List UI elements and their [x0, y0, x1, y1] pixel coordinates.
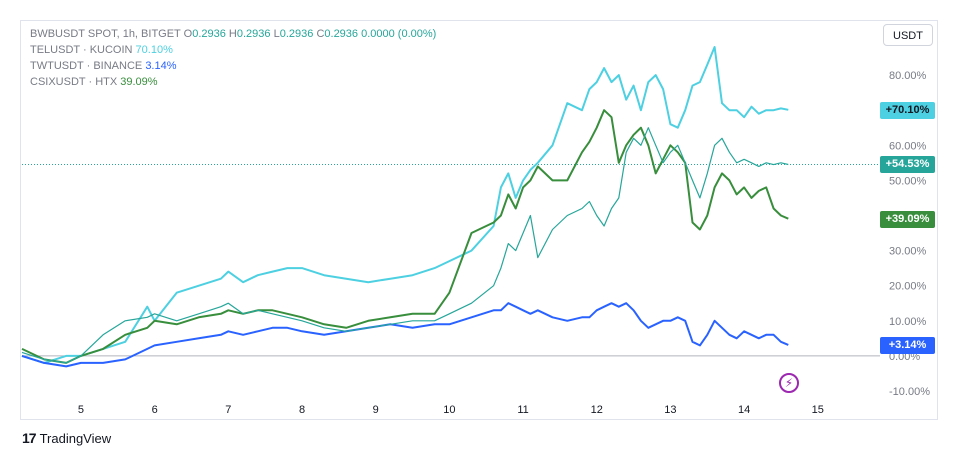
tradingview-footer[interactable]: 17 TradingView — [22, 430, 111, 446]
y-tick-label: 80.00% — [889, 70, 927, 82]
x-tick-label: 11 — [517, 404, 528, 416]
y-tick-label: 10.00% — [889, 316, 927, 328]
y-tick-label: 20.00% — [889, 281, 927, 293]
tradingview-brand: TradingView — [39, 430, 112, 446]
legend-value-csix: 39.09% — [120, 76, 158, 88]
y-tick-label: -10.00% — [889, 386, 930, 398]
y-tick-label: 30.00% — [889, 246, 927, 258]
ohlc-h-value: 0.2936 — [236, 28, 271, 40]
legend-row-csix[interactable]: CSIXUSDT · HTX 39.09% — [30, 74, 436, 90]
lightning-icon[interactable]: ⚡ — [779, 373, 799, 393]
main-symbol-label: BWBUSDT SPOT, 1h, BITGET — [30, 28, 181, 40]
currency-unit-button[interactable]: USDT — [883, 24, 933, 46]
series-line-0[interactable] — [21, 46, 789, 364]
x-tick-label: 9 — [373, 404, 379, 416]
x-tick-label: 8 — [299, 404, 305, 416]
price-badge-twt: +3.14% — [880, 336, 935, 354]
tradingview-logo-icon: 17 — [22, 430, 37, 446]
series-line-2[interactable] — [21, 109, 789, 364]
ohlc-c-value: 0.2936 — [324, 28, 359, 40]
x-tick-label: 12 — [591, 404, 603, 416]
ohlc-c-key: C — [316, 28, 325, 40]
price-badge-csix: +39.09% — [880, 210, 935, 228]
ohlc-h-key: H — [228, 28, 237, 40]
ohlc-o-value: 0.2936 — [192, 28, 226, 40]
chart-legend: BWBUSDT SPOT, 1h, BITGET O0.2936 H0.2936… — [30, 26, 436, 90]
x-tick-label: 10 — [443, 404, 455, 416]
legend-row-tel[interactable]: TELUSDT · KUCOIN 70.10% — [30, 42, 436, 58]
legend-row-twt[interactable]: TWTUSDT · BINANCE 3.14% — [30, 58, 436, 74]
legend-name-twt: TWTUSDT · BINANCE — [30, 60, 143, 72]
ohlc-o-key: O — [183, 28, 193, 40]
price-badge-bwb: +54.53% — [880, 156, 935, 174]
ohlc-l-value: 0.2936 — [279, 28, 314, 40]
y-tick-label: 60.00% — [889, 140, 927, 152]
price-badge-tel: +70.10% — [880, 101, 935, 119]
chart-frame — [20, 20, 938, 420]
ohlc-change: 0.0000 (0.00%) — [361, 28, 437, 40]
series-line-1[interactable] — [21, 302, 789, 368]
x-tick-label: 6 — [152, 404, 158, 416]
legend-value-twt: 3.14% — [145, 60, 177, 72]
legend-name-csix: CSIXUSDT · HTX — [30, 76, 118, 88]
ohlc-l-key: L — [273, 28, 280, 40]
main-symbol-row: BWBUSDT SPOT, 1h, BITGET O0.2936 H0.2936… — [30, 26, 436, 42]
legend-name-tel: TELUSDT · KUCOIN — [30, 44, 133, 56]
legend-value-tel: 70.10% — [135, 44, 173, 56]
x-tick-label: 13 — [664, 404, 676, 416]
x-tick-label: 14 — [738, 404, 750, 416]
y-tick-label: 0.00% — [889, 351, 920, 363]
series-line-3[interactable] — [21, 127, 789, 364]
y-tick-label: 50.00% — [889, 175, 927, 187]
x-tick-label: 5 — [78, 404, 84, 416]
x-tick-label: 15 — [812, 404, 824, 416]
x-tick-label: 7 — [225, 404, 231, 416]
